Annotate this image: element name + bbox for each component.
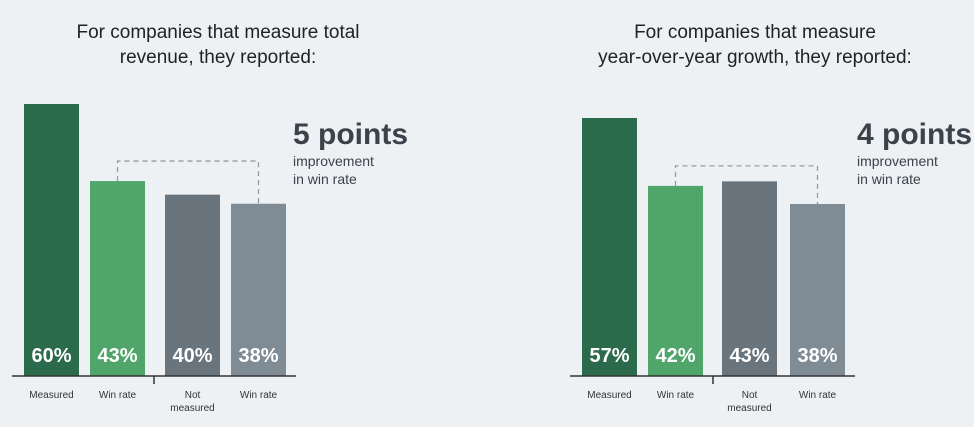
category-label-3: Not (185, 390, 201, 401)
category-label-3: measured (727, 403, 771, 414)
category-label-4: Win rate (799, 390, 837, 401)
chart-panel-total-revenue: For companies that measure total revenue… (12, 22, 408, 414)
bar-1 (24, 104, 79, 376)
data-label-4: 38% (238, 345, 278, 367)
callout: 5 points improvement in win rate (293, 118, 408, 188)
data-label-3: 40% (172, 345, 212, 367)
bar-4 (231, 203, 286, 376)
data-label-2: 43% (97, 345, 137, 367)
data-label-2: 42% (655, 345, 695, 367)
comparison-bracket (674, 165, 819, 204)
data-label-1: 57% (589, 345, 629, 367)
bar-3 (165, 194, 220, 376)
callout-points: 4 points (857, 118, 973, 151)
chart-title: For companies that measure total revenue… (76, 22, 360, 68)
chart-title: For companies that measure year-over-yea… (598, 22, 912, 68)
category-label-1: Measured (587, 390, 631, 401)
callout: 4 points improvement in win rate (857, 118, 972, 188)
bar-2 (90, 181, 145, 376)
bar-4 (790, 204, 845, 376)
bar-1 (582, 118, 637, 376)
bar-chart: 57% Measured 42% Win rate 43% Not measured 38% W… (570, 118, 855, 414)
data-label-4: 38% (797, 345, 837, 367)
callout-line-2: in win rate (857, 171, 921, 187)
data-label-3: 43% (729, 345, 769, 367)
data-label-1: 60% (31, 345, 71, 367)
category-label-2: Win rate (657, 390, 695, 401)
comparison-bracket (116, 160, 260, 204)
category-label-3: Not (742, 390, 758, 401)
category-label-4: Win rate (240, 390, 278, 401)
callout-line-1: improvement (857, 153, 938, 169)
callout-points: 5 points (293, 118, 409, 151)
callout-line-2: in win rate (293, 171, 357, 187)
callout-line-1: improvement (293, 153, 374, 169)
category-label-3: measured (170, 403, 214, 414)
category-label-1: Measured (29, 390, 73, 401)
bar-2 (648, 185, 703, 376)
bar-chart: 60% Measured 43% Win rate 40% Not measured 38% W… (12, 104, 296, 414)
bar-3 (722, 181, 777, 376)
chart-panel-yoy-growth: For companies that measure year-over-yea… (487, 0, 974, 427)
category-label-2: Win rate (99, 390, 137, 401)
